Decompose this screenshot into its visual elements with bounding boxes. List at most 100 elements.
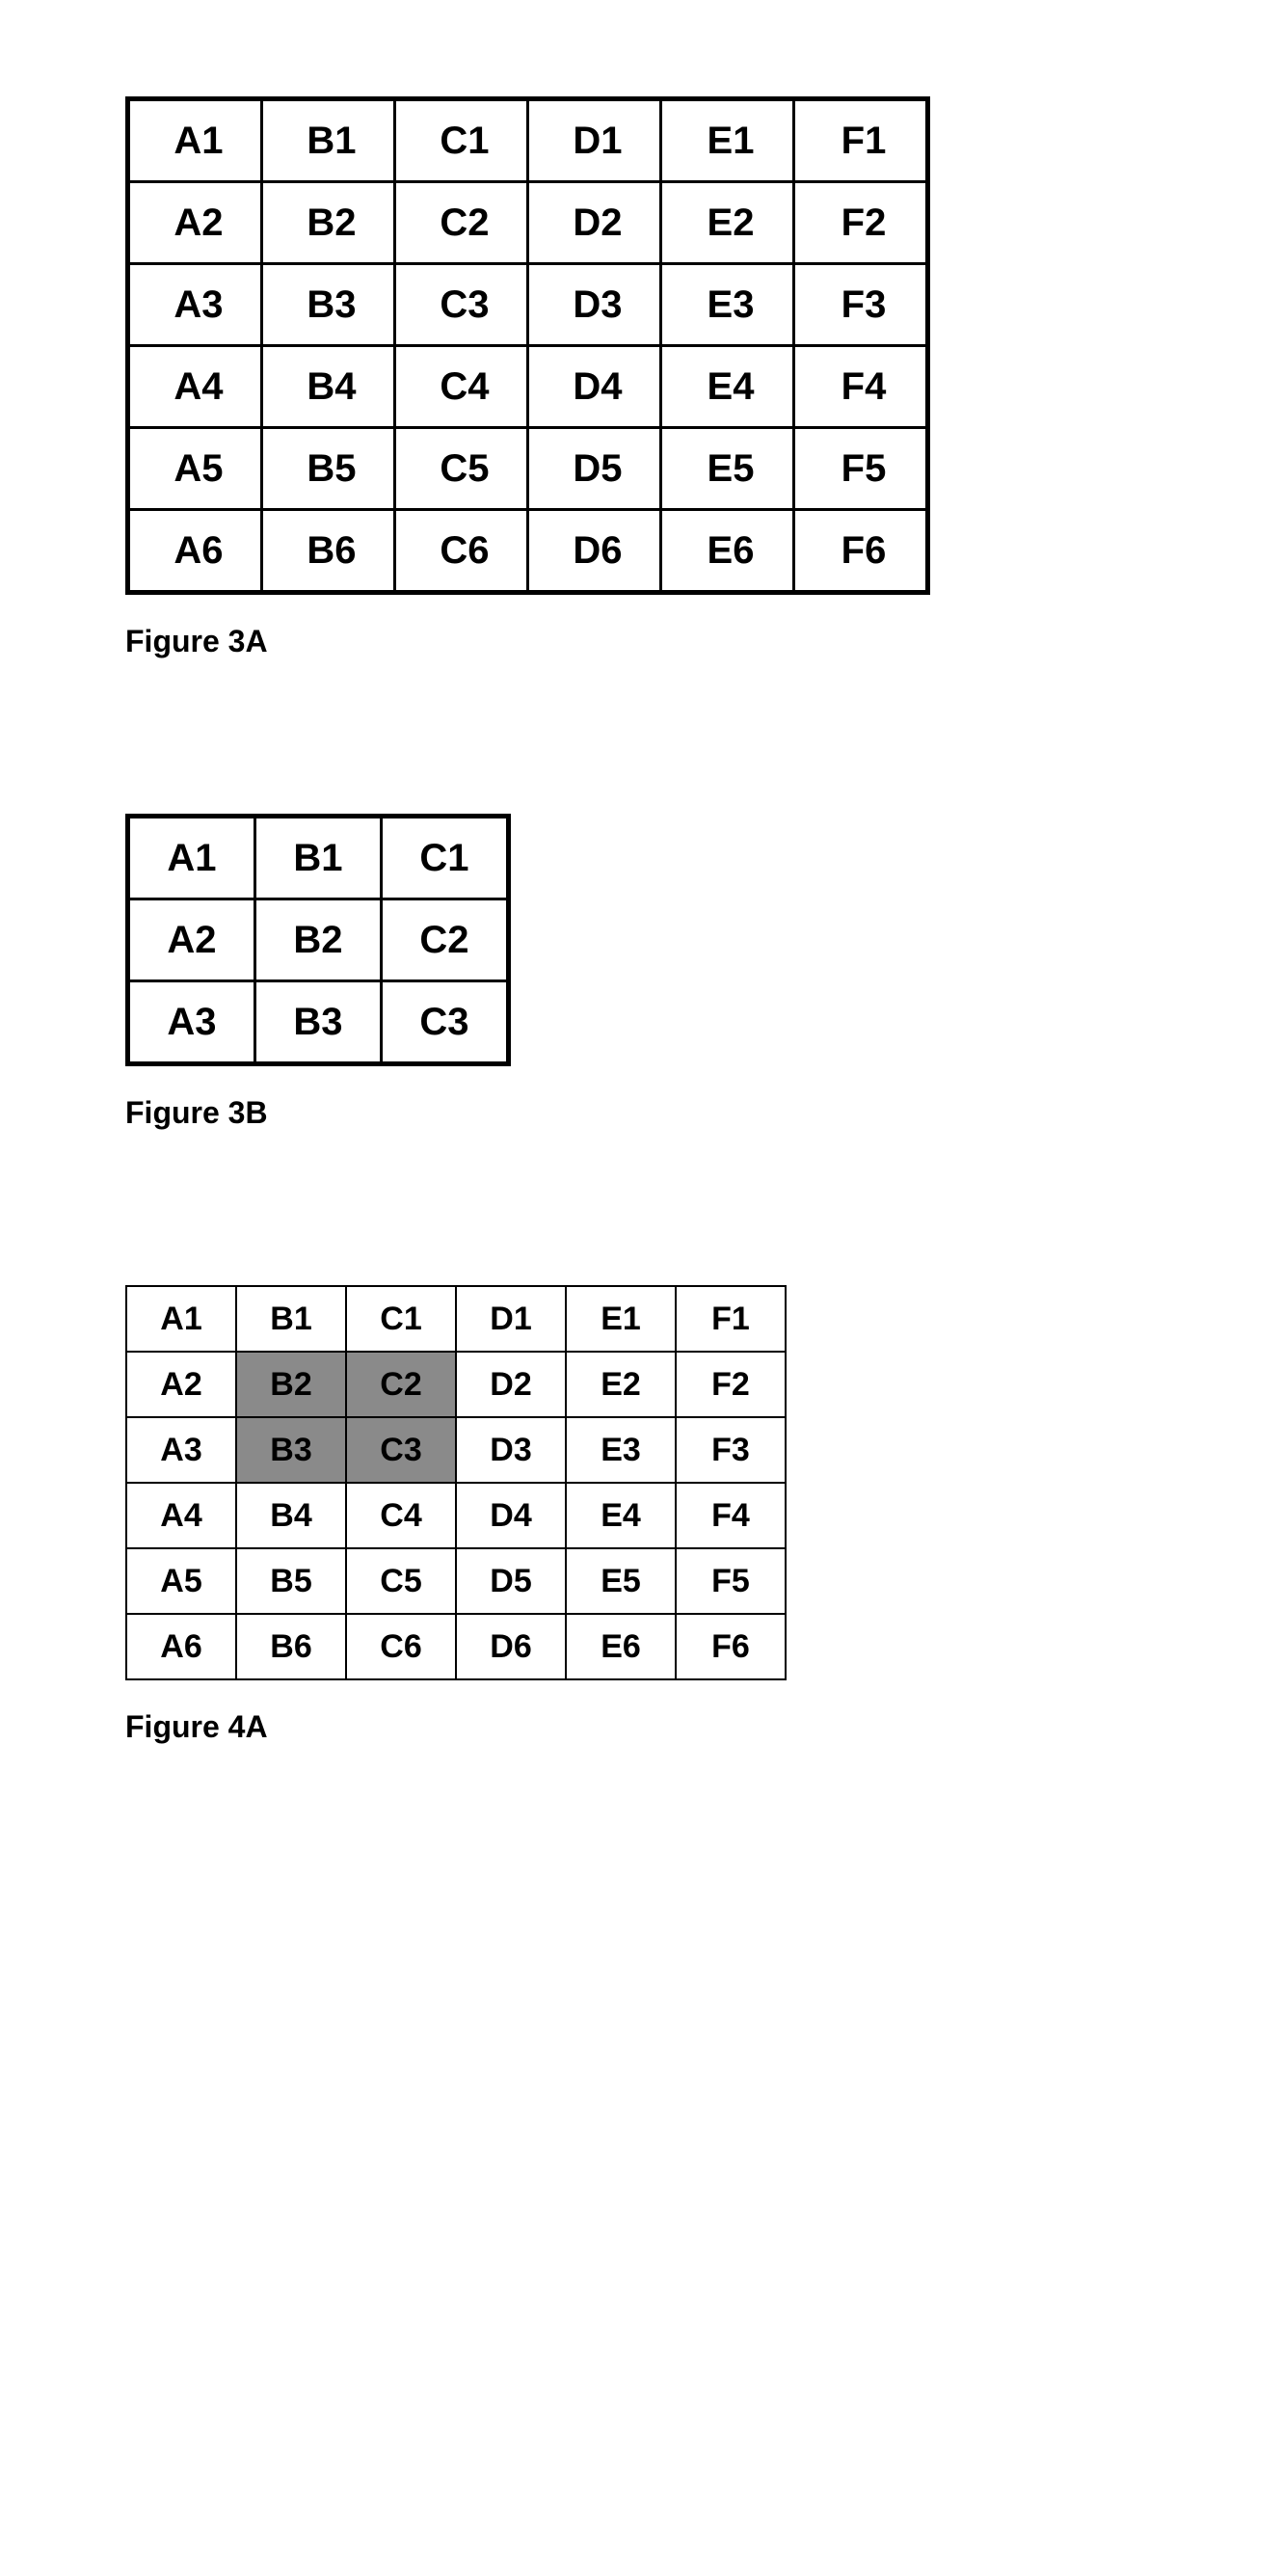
table-cell: A3 bbox=[126, 1417, 236, 1483]
table-cell: F2 bbox=[676, 1352, 786, 1417]
table-cell: B4 bbox=[236, 1483, 346, 1548]
table-cell: A4 bbox=[126, 1483, 236, 1548]
table-cell: C4 bbox=[395, 346, 528, 428]
table-row: A3 B3 C3 D3 E3 F3 bbox=[128, 264, 928, 346]
table-cell: A5 bbox=[126, 1548, 236, 1614]
table-cell: C3 bbox=[395, 264, 528, 346]
table-cell: C6 bbox=[395, 510, 528, 593]
table-cell: C2 bbox=[382, 899, 509, 981]
table-cell-shaded: B2 bbox=[236, 1352, 346, 1417]
table-cell: B1 bbox=[262, 99, 395, 182]
table-cell: F3 bbox=[794, 264, 928, 346]
table-cell: B2 bbox=[262, 182, 395, 264]
table-cell: B1 bbox=[255, 817, 382, 899]
table-row: A3 B3 C3 D3 E3 F3 bbox=[126, 1417, 786, 1483]
table-cell-shaded: C2 bbox=[346, 1352, 456, 1417]
table-row: A4 B4 C4 D4 E4 F4 bbox=[126, 1483, 786, 1548]
table-row: A5 B5 C5 D5 E5 F5 bbox=[128, 428, 928, 510]
table-cell: C3 bbox=[382, 981, 509, 1064]
table-cell: B3 bbox=[255, 981, 382, 1064]
figure-4a-table: A1 B1 C1 D1 E1 F1 A2 B2 C2 D2 E2 F2 A3 B… bbox=[125, 1285, 787, 1680]
figure-3a-caption: Figure 3A bbox=[125, 624, 1157, 659]
table-cell: B3 bbox=[262, 264, 395, 346]
table-cell: E1 bbox=[661, 99, 794, 182]
table-cell: E5 bbox=[661, 428, 794, 510]
table-cell: C5 bbox=[346, 1548, 456, 1614]
table-cell: D5 bbox=[456, 1548, 566, 1614]
table-cell: B2 bbox=[255, 899, 382, 981]
table-cell: B4 bbox=[262, 346, 395, 428]
table-cell: B5 bbox=[262, 428, 395, 510]
table-cell: A5 bbox=[128, 428, 262, 510]
table-cell: F3 bbox=[676, 1417, 786, 1483]
figure-4a-caption: Figure 4A bbox=[125, 1709, 1157, 1745]
table-cell: E2 bbox=[661, 182, 794, 264]
table-cell: E1 bbox=[566, 1286, 676, 1352]
table-cell: C1 bbox=[395, 99, 528, 182]
table-cell: C6 bbox=[346, 1614, 456, 1679]
figure-3b-table: A1 B1 C1 A2 B2 C2 A3 B3 C3 bbox=[125, 814, 511, 1066]
table-cell: A2 bbox=[128, 899, 255, 981]
table-cell: A3 bbox=[128, 264, 262, 346]
table-cell: A2 bbox=[128, 182, 262, 264]
table-row: A3 B3 C3 bbox=[128, 981, 509, 1064]
table-cell: B6 bbox=[262, 510, 395, 593]
table-cell: A1 bbox=[128, 817, 255, 899]
table-cell: A2 bbox=[126, 1352, 236, 1417]
table-cell: D6 bbox=[528, 510, 661, 593]
table-row: A1 B1 C1 D1 E1 F1 bbox=[128, 99, 928, 182]
table-cell: A3 bbox=[128, 981, 255, 1064]
table-cell: C4 bbox=[346, 1483, 456, 1548]
figure-3b-caption: Figure 3B bbox=[125, 1095, 1157, 1131]
table-cell: C5 bbox=[395, 428, 528, 510]
table-cell: E6 bbox=[661, 510, 794, 593]
table-row: A4 B4 C4 D4 E4 F4 bbox=[128, 346, 928, 428]
table-row: A2 B2 C2 bbox=[128, 899, 509, 981]
table-cell: E5 bbox=[566, 1548, 676, 1614]
table-cell: D4 bbox=[528, 346, 661, 428]
table-cell: D3 bbox=[456, 1417, 566, 1483]
table-cell: A6 bbox=[126, 1614, 236, 1679]
table-cell: E3 bbox=[661, 264, 794, 346]
table-cell: A4 bbox=[128, 346, 262, 428]
figure-3a-block: A1 B1 C1 D1 E1 F1 A2 B2 C2 D2 E2 F2 A3 B… bbox=[125, 96, 1157, 659]
table-cell: F1 bbox=[794, 99, 928, 182]
table-cell: A1 bbox=[128, 99, 262, 182]
table-cell: B5 bbox=[236, 1548, 346, 1614]
table-row: A1 B1 C1 D1 E1 F1 bbox=[126, 1286, 786, 1352]
table-cell: E4 bbox=[661, 346, 794, 428]
table-cell: A6 bbox=[128, 510, 262, 593]
table-cell: F5 bbox=[794, 428, 928, 510]
table-cell: C1 bbox=[382, 817, 509, 899]
table-row: A1 B1 C1 bbox=[128, 817, 509, 899]
table-cell: E4 bbox=[566, 1483, 676, 1548]
table-cell: F1 bbox=[676, 1286, 786, 1352]
table-row: A5 B5 C5 D5 E5 F5 bbox=[126, 1548, 786, 1614]
table-cell: D2 bbox=[456, 1352, 566, 1417]
figure-3a-table: A1 B1 C1 D1 E1 F1 A2 B2 C2 D2 E2 F2 A3 B… bbox=[125, 96, 930, 595]
table-cell: C2 bbox=[395, 182, 528, 264]
table-cell: B1 bbox=[236, 1286, 346, 1352]
table-cell: D1 bbox=[456, 1286, 566, 1352]
table-cell: F6 bbox=[794, 510, 928, 593]
figure-4a-block: A1 B1 C1 D1 E1 F1 A2 B2 C2 D2 E2 F2 A3 B… bbox=[125, 1285, 1157, 1745]
table-cell: F4 bbox=[794, 346, 928, 428]
table-cell: E3 bbox=[566, 1417, 676, 1483]
table-row: A2 B2 C2 D2 E2 F2 bbox=[126, 1352, 786, 1417]
table-cell: B6 bbox=[236, 1614, 346, 1679]
table-cell: D1 bbox=[528, 99, 661, 182]
table-cell: A1 bbox=[126, 1286, 236, 1352]
table-cell: D5 bbox=[528, 428, 661, 510]
table-row: A2 B2 C2 D2 E2 F2 bbox=[128, 182, 928, 264]
table-cell-shaded: B3 bbox=[236, 1417, 346, 1483]
table-cell: D2 bbox=[528, 182, 661, 264]
table-cell: F4 bbox=[676, 1483, 786, 1548]
table-cell: D4 bbox=[456, 1483, 566, 1548]
table-cell: E2 bbox=[566, 1352, 676, 1417]
figure-3b-block: A1 B1 C1 A2 B2 C2 A3 B3 C3 Figure 3B bbox=[125, 814, 1157, 1131]
table-cell-shaded: C3 bbox=[346, 1417, 456, 1483]
table-row: A6 B6 C6 D6 E6 F6 bbox=[128, 510, 928, 593]
table-cell: F5 bbox=[676, 1548, 786, 1614]
table-cell: D3 bbox=[528, 264, 661, 346]
table-row: A6 B6 C6 D6 E6 F6 bbox=[126, 1614, 786, 1679]
